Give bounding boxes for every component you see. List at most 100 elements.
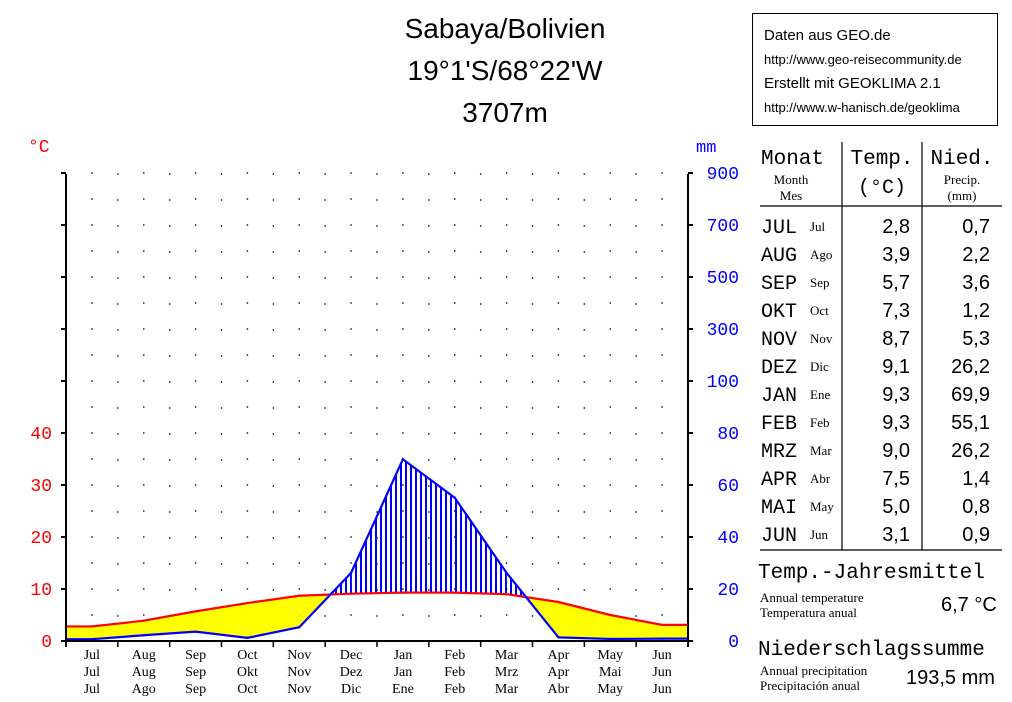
grid-dot [479,511,482,513]
grid-dot [117,589,119,591]
grid-dot [428,173,430,175]
grid-dot [117,563,119,565]
arid-fill [662,624,688,639]
grid-dot [168,485,171,487]
grid-dot [376,303,378,305]
month-label-de: Mai [599,665,622,680]
grid-dot [479,433,482,435]
grid-dot [91,614,93,616]
grid-dot [143,510,145,512]
temperature-point [660,623,664,627]
right-tick-label: 20 [717,581,739,601]
table-month-de: MRZ [761,441,797,464]
grid-dot [505,250,508,252]
table-prec-value: 55,1 [951,412,990,434]
grid-dot [168,459,171,461]
grid-dot [557,328,560,330]
grid-dot [635,381,637,383]
grid-dot [91,198,93,200]
chart-title-altitude: 3707m [462,97,548,128]
grid-dot [661,380,663,382]
month-label-en: Oct [237,648,257,663]
table-prec-value: 5,3 [962,328,990,350]
grid-dot [454,406,456,408]
grid-dot [635,199,637,201]
grid-dot [194,458,197,460]
table-temp-value: 8,7 [882,328,910,350]
grid-dot [298,536,300,538]
grid-dot [635,485,637,487]
grid-dot [272,199,275,201]
grid-dot [220,485,223,487]
grid-dot [479,615,482,617]
grid-dot [324,537,326,539]
grid-dot [272,511,275,513]
humid-fill [402,459,455,593]
grid-dot [272,485,275,487]
grid-dot [117,225,119,227]
grid-dot [91,406,93,408]
grid-dot [609,328,611,330]
table-head-prec-unit: (mm) [948,188,977,203]
grid-dot [272,355,275,357]
temperature-point [609,613,612,617]
grid-dot [220,563,223,565]
grid-dot [143,458,145,460]
right-tick-label: 60 [717,477,739,497]
grid-dot [609,432,611,434]
grid-dot [168,563,171,565]
grid-dot [402,224,404,226]
table-month-es: Ago [810,247,832,262]
grid-dot [583,199,586,201]
right-tick-label: 700 [707,217,739,237]
grid-dot [635,407,637,409]
grid-dot [298,588,300,590]
grid-dot [220,589,223,591]
table-prec-value: 1,2 [962,300,990,322]
grid-dot [479,407,482,409]
grid-dot [505,458,508,460]
grid-dot [272,277,275,279]
month-label-de: Feb [444,665,465,680]
grid-dot [635,615,637,617]
grid-dot [350,328,352,330]
grid-dot [376,277,378,279]
annual-temp-label-en: Annual temperature [760,590,864,605]
grid-dot [505,328,508,330]
grid-dot [246,172,249,174]
grid-dot [531,277,534,279]
annual-prec-label-en: Annual precipitation [760,663,868,678]
grid-dot [91,328,93,330]
grid-dot [505,406,508,408]
table-temp-value: 2,8 [882,216,910,238]
grid-dot [324,407,326,409]
grid-dot [220,433,223,435]
annual-temp-value: 6,7 °C [941,594,997,616]
precipitation-point [298,626,301,629]
grid-dot [324,355,326,357]
grid-dot [479,459,482,461]
grid-dot [91,172,93,174]
grid-dot [117,251,119,253]
precipitation-line [66,457,688,641]
month-label-de: Mrz [495,665,518,680]
grid-dot [272,173,275,175]
grid-dot [635,433,637,435]
source-line-2: http://www.geo-reisecommunity.de [764,52,962,67]
grid-dot [272,225,275,227]
grid-dot [428,615,430,617]
grid-dot [609,458,611,460]
grid [91,172,663,617]
grid-dot [376,407,378,409]
table-month-es: Mar [810,443,832,458]
grid-dot [350,276,352,278]
annual-temp-label-es: Temperatura anual [760,605,857,620]
grid-dot [661,172,663,174]
grid-dot [661,224,663,226]
grid-dot [661,484,663,486]
grid-dot [117,511,119,513]
table-month-es: Oct [810,303,829,318]
grid-dot [324,173,326,175]
grid-dot [583,303,586,305]
grid-dot [246,432,249,434]
